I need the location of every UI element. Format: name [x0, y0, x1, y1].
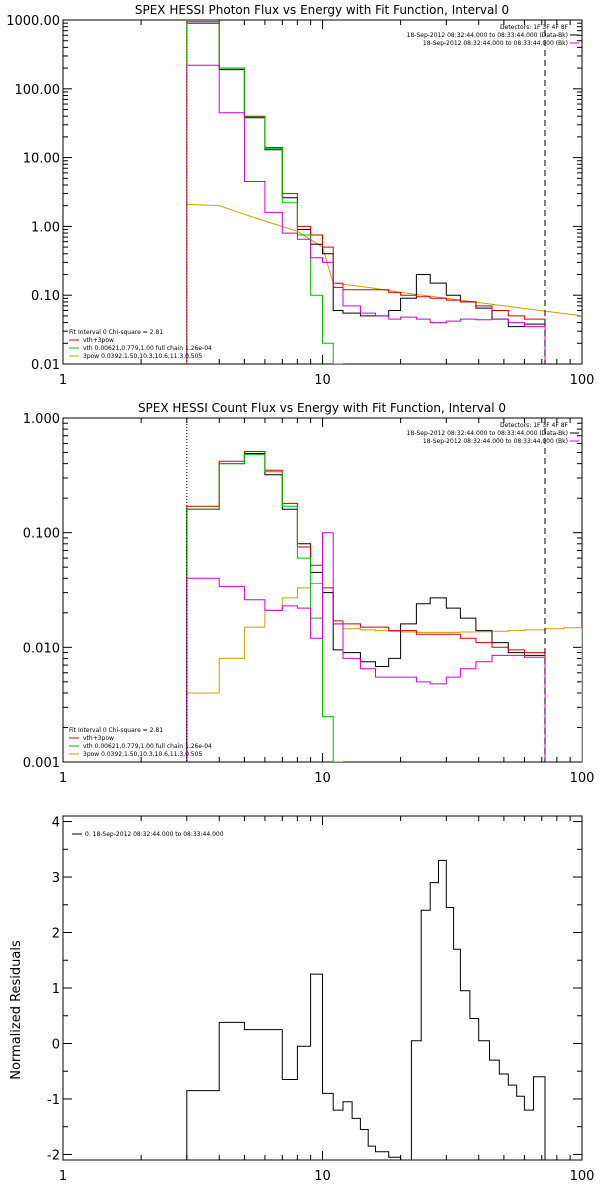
- series-1-step-line: [186, 451, 546, 762]
- y-tick-label: 10.00: [23, 152, 60, 167]
- x-tick-label: 100: [570, 373, 595, 388]
- y-tick-label: -2: [47, 1148, 60, 1163]
- model-curve-3pow: [186, 203, 582, 317]
- legend-bottom-entry: vth 0.00621,0.779,1.00 full chain 1.26e-…: [83, 345, 212, 352]
- legend-top-entry: 18-Sep-2012 08:32:44.000 to 08:33:44.000…: [407, 430, 568, 437]
- legend-top-entry: 18-Sep-2012 08:32:44.000 to 08:33:44.000…: [423, 438, 568, 445]
- series-2-step-line: [186, 454, 343, 762]
- y-tick-label: 0.01: [31, 358, 60, 373]
- legend-top-entry: 18-Sep-2012 08:32:44.000 to 08:33:44.000…: [423, 40, 568, 47]
- residuals-panel: Normalized Residuals 1 10 100 -2 -1 0 1 2 3 4 0. 1…: [9, 815, 595, 1184]
- legend-bottom-entry: vth+3pow: [83, 337, 114, 344]
- count-flux-title: SPEX HESSI Count Flux vs Energy with Fit…: [138, 401, 506, 415]
- x-tick-label: 1: [59, 373, 67, 388]
- x-tick-label: 10: [314, 771, 331, 786]
- legend-top-entry: Detectors: 1F 3F 4F 8F: [500, 24, 569, 31]
- series-3-step-line: [186, 532, 546, 762]
- y-tick-label: 0.10: [31, 289, 60, 304]
- x-tick-label: 1: [59, 771, 67, 786]
- series-3-step-line: [186, 64, 546, 364]
- y-tick-label: 0.001: [23, 756, 60, 771]
- count-flux-panel: SPEX HESSI Count Flux vs Energy with Fit…: [23, 401, 595, 786]
- y-tick-label: 1: [52, 982, 60, 997]
- y-tick-label: 0.100: [23, 527, 60, 542]
- legend-top-entry: 18-Sep-2012 08:32:44.000 to 08:33:44.000…: [407, 32, 568, 39]
- legend-bottom-entry: 3pow 0.0392,1.50,10.3,10.6,11.3,0.505: [83, 751, 202, 758]
- y-tick-label: 2: [52, 927, 60, 942]
- series-0-step-line: [186, 453, 546, 762]
- y-tick-label: 100.00: [15, 83, 61, 98]
- plot-area: [186, 20, 582, 364]
- photon-flux-title: SPEX HESSI Photon Flux vs Energy with Fi…: [135, 3, 509, 17]
- y-tick-label: 0.010: [23, 641, 60, 656]
- legend-bottom-entry: vth 0.00621,0.779,1.00 full chain 1.26e-…: [83, 743, 212, 750]
- y-tick-label: 4: [52, 816, 60, 831]
- series-0-step-line: [186, 859, 546, 1160]
- y-tick-label: 3: [52, 871, 60, 886]
- x-tick-label: 10: [314, 1169, 331, 1184]
- legend-bottom-entry: Fit Interval 0 Chi-square = 2.81: [69, 329, 163, 336]
- y-tick-label: 1.000: [23, 412, 60, 427]
- plot-area: [186, 859, 546, 1160]
- legend-bottom-entry: vth+3pow: [83, 735, 114, 742]
- x-tick-label: 100: [570, 1169, 595, 1184]
- x-tick-label: 100: [570, 771, 595, 786]
- legend-bottom-entry: 3pow 0.0392,1.50,10.3,10.6,11.3,0.505: [83, 353, 202, 360]
- residuals-y-axis-label: Normalized Residuals: [9, 940, 24, 1080]
- series-1-step-line: [186, 21, 546, 364]
- y-tick-label: 1000.00: [6, 14, 60, 29]
- y-tick-label: 1.00: [31, 220, 60, 235]
- x-tick-label: 1: [59, 1169, 67, 1184]
- x-tick-label: 10: [314, 373, 331, 388]
- legend-bottom-entry: Fit Interval 0 Chi-square = 2.81: [69, 727, 163, 734]
- legend-entry: 0. 18-Sep-2012 08:32:44.000 to 08:33:44.…: [85, 831, 224, 838]
- legend-top-entry: Detectors: 1F 3F 4F 8F: [500, 422, 569, 429]
- model-curve-3pow: [186, 583, 582, 762]
- y-tick-label: 0: [52, 1037, 60, 1052]
- plot-area: [186, 418, 582, 762]
- photon-flux-panel: SPEX HESSI Photon Flux vs Energy with Fi…: [6, 3, 594, 388]
- y-tick-label: -1: [47, 1093, 60, 1108]
